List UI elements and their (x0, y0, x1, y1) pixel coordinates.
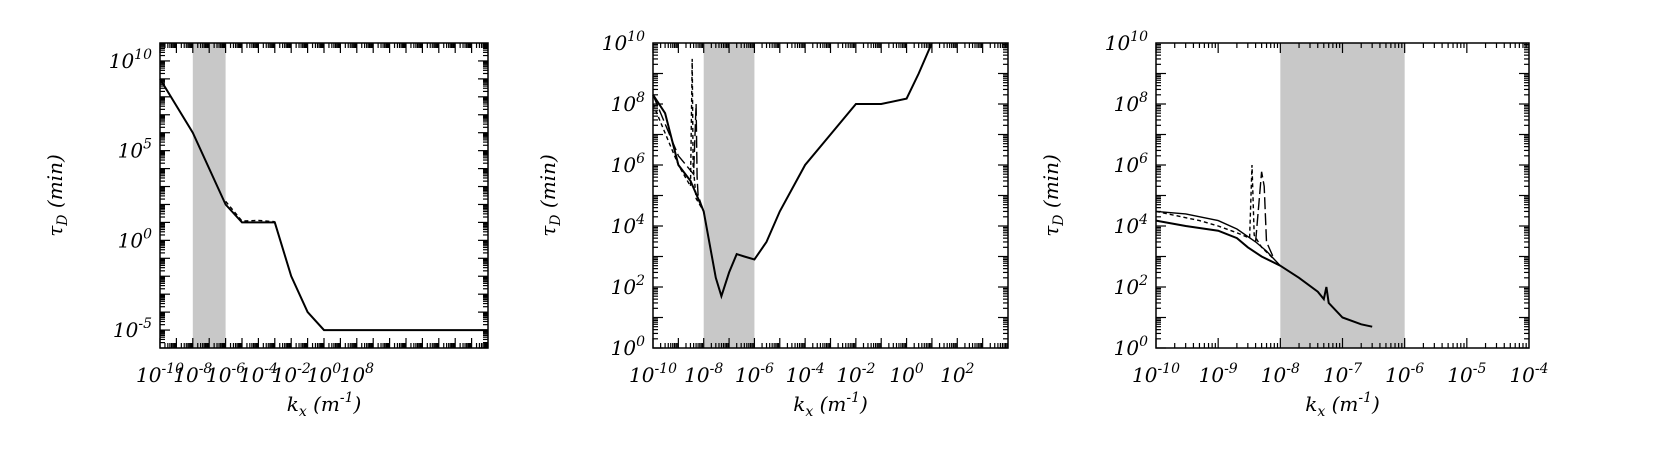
shaded-band (703, 43, 755, 348)
x-tick-label: 10-8 (684, 361, 723, 387)
axis-ticks (159, 43, 488, 349)
x-tick-label: 108 (340, 361, 374, 387)
y-tick-label: 105 (118, 137, 152, 163)
axis-ticks (1155, 43, 1529, 349)
plot-frame (1155, 42, 1530, 349)
y-tick-label: 100 (118, 226, 152, 252)
y-tick-label: 106 (1114, 151, 1148, 177)
x-tick-label: 10-5 (1447, 361, 1486, 387)
axis-ticks (652, 43, 1008, 349)
plot-frame (159, 42, 489, 349)
series-line-2 (225, 200, 275, 223)
x-tick-label: 100 (307, 361, 341, 387)
series-line-3 (652, 94, 705, 212)
y-tick-label: 108 (1114, 90, 1148, 116)
series-line-1 (159, 78, 488, 332)
y-tick-label: 10-5 (113, 316, 152, 342)
y-tick-label: 100 (611, 334, 645, 360)
x-tick-label: 10-10 (629, 361, 677, 387)
shaded-band (192, 43, 226, 348)
x-tick-label: 10-2 (836, 361, 875, 387)
y-tick-label: 102 (1114, 273, 1148, 299)
y-axis-title: τD (min) (536, 154, 564, 237)
series-line-1 (1155, 219, 1373, 328)
y-tick-label: 108 (611, 90, 645, 116)
y-tick-label: 1010 (602, 29, 645, 55)
y-tick-label: 102 (611, 273, 645, 299)
x-axis-title: kx (m-1) (1305, 390, 1380, 420)
x-tick-label: 10-8 (1261, 361, 1300, 387)
series-line-4 (1254, 171, 1275, 260)
chart-panel-1: 10-1010-810-610-410-210010810-5100105101… (43, 42, 489, 420)
shaded-band (1280, 43, 1405, 348)
series-line-2 (652, 58, 705, 212)
x-tick-label: 10-8 (173, 361, 212, 387)
plot-frame (652, 42, 1009, 349)
x-tick-label: 10-10 (1132, 361, 1180, 387)
x-axis-title: kx (m-1) (793, 390, 868, 420)
y-tick-label: 100 (1114, 334, 1148, 360)
y-tick-label: 106 (611, 151, 645, 177)
x-tick-label: 10-9 (1199, 361, 1238, 387)
x-tick-label: 10-10 (136, 361, 184, 387)
y-axis-title: τD (min) (1039, 154, 1067, 237)
y-tick-label: 104 (1114, 212, 1148, 238)
y-tick-label: 1010 (1105, 29, 1148, 55)
series-line-3 (1155, 164, 1275, 261)
x-axis-title: kx (m-1) (287, 390, 362, 420)
x-tick-label: 10-4 (239, 361, 278, 387)
x-tick-label: 10-7 (1323, 361, 1362, 387)
x-tick-label: 10-6 (1385, 361, 1424, 387)
chart-panel-2: 10-10 10-8 10-6 10-4 10-2 100 102 100 102 104 106 1… (536, 29, 1009, 420)
y-tick-label: 1010 (109, 47, 152, 73)
x-tick-label: 10-6 (206, 361, 245, 387)
x-tick-label: 10-4 (786, 361, 825, 387)
series-line-1 (652, 42, 933, 300)
x-tick-label: 10-4 (1509, 361, 1548, 387)
y-axis-title: τD (min) (43, 154, 71, 237)
chart-panel-3: 10-10 10-9 10-8 10-7 10-6 10-5 10-4 100 102 104 10… (1039, 29, 1549, 420)
x-tick-label: 10-6 (735, 361, 774, 387)
x-tick-label: 102 (940, 361, 974, 387)
y-tick-label: 104 (611, 212, 645, 238)
x-tick-label: 10-2 (272, 361, 311, 387)
x-tick-label: 100 (889, 361, 923, 387)
